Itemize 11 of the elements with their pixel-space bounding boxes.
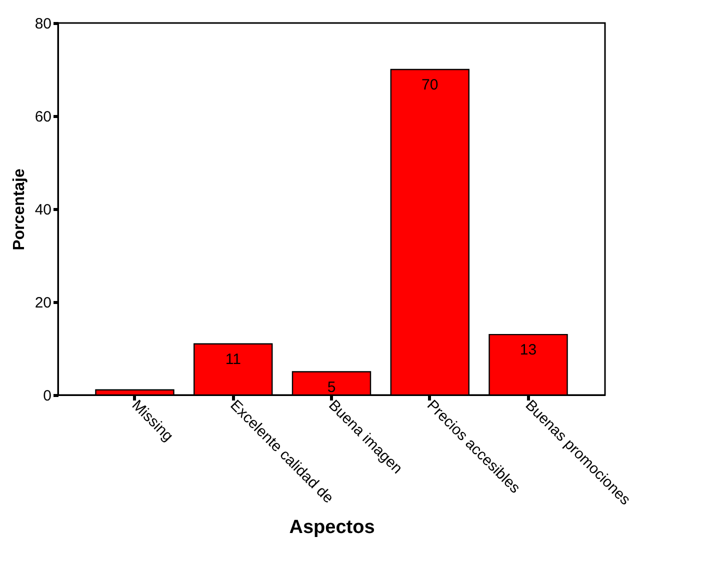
y-axis-title: Porcentaje [10,168,28,250]
data-label: 13 [520,342,537,359]
y-tick-label: 80 [34,16,52,32]
y-tick-label: 20 [34,294,52,312]
x-axis-title: Aspectos [289,516,375,538]
y-tick-label: 0 [43,388,52,404]
y-tick-label: 40 [34,202,52,218]
data-label: 5 [327,378,336,396]
y-tick-label: 60 [34,108,52,126]
data-label: 11 [225,350,241,368]
data-label: 70 [422,76,438,94]
